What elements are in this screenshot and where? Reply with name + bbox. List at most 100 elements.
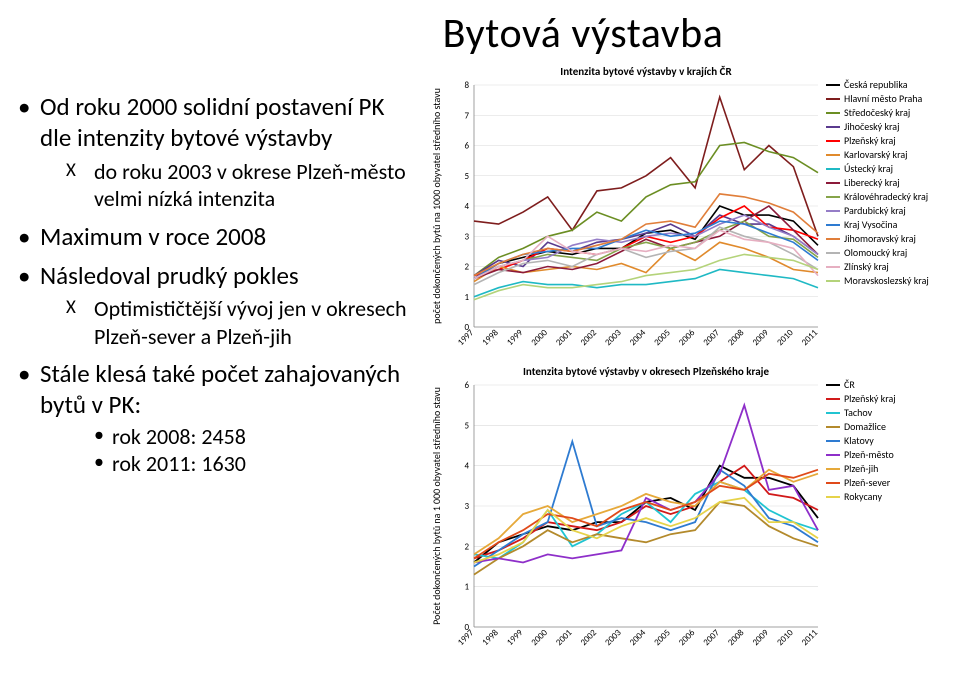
svg-text:2004: 2004 xyxy=(627,327,648,348)
legend-label: Jihomoravský kraj xyxy=(844,232,916,245)
legend-label: Ústecký kraj xyxy=(844,162,893,175)
svg-text:2010: 2010 xyxy=(775,627,796,648)
bullet: Maximum v roce 2008 xyxy=(14,221,418,252)
series-line xyxy=(474,221,818,279)
svg-text:2: 2 xyxy=(464,541,469,552)
legend-label: Hlavní město Praha xyxy=(844,92,923,105)
y-label: počet dokončených bytů na 1000 obyvatel … xyxy=(430,88,443,324)
charts-column: Intenzita bytové výstavby v krajích ČR01… xyxy=(426,63,946,663)
legend-label: Plzeň-jih xyxy=(844,462,878,475)
sub-bullet: rok 2011: 1630 xyxy=(40,450,418,478)
svg-text:2007: 2007 xyxy=(701,627,722,648)
svg-text:2005: 2005 xyxy=(652,627,673,648)
svg-text:3: 3 xyxy=(464,501,469,512)
svg-text:7: 7 xyxy=(464,110,469,121)
legend-label: Středočeský kraj xyxy=(844,106,910,119)
bullet: Od roku 2000 solidní postavení PK dle in… xyxy=(14,91,418,213)
bullet-column: Od roku 2000 solidní postavení PK dle in… xyxy=(14,63,418,663)
svg-text:2007: 2007 xyxy=(701,327,722,348)
svg-text:2003: 2003 xyxy=(603,627,624,648)
svg-text:2001: 2001 xyxy=(554,627,575,648)
legend-label: Kraj Vysočina xyxy=(844,218,898,231)
svg-text:1997: 1997 xyxy=(455,627,476,648)
svg-text:2: 2 xyxy=(464,262,469,273)
svg-text:2011: 2011 xyxy=(799,327,820,348)
legend-label: Klatovy xyxy=(844,434,874,447)
svg-text:1997: 1997 xyxy=(455,327,476,348)
legend: Česká republikaHlavní město PrahaStředoč… xyxy=(826,78,929,287)
svg-text:3: 3 xyxy=(464,231,469,242)
chart-bottom: Intenzita bytové výstavby v okresech Plz… xyxy=(426,363,946,663)
legend-label: Domažlice xyxy=(844,420,886,433)
svg-text:2008: 2008 xyxy=(726,627,747,648)
legend-label: Zlínský kraj xyxy=(844,260,889,273)
svg-text:1999: 1999 xyxy=(505,627,526,648)
legend-label: ČR xyxy=(844,378,855,391)
svg-text:2003: 2003 xyxy=(603,327,624,348)
bullet-text: do roku 2003 v okrese Plzeň-město velmi … xyxy=(94,158,406,213)
sub-bullet: rok 2008: 2458 xyxy=(40,423,418,451)
bullet-text: rok 2008: 2458 xyxy=(112,423,246,450)
x-axis: 1997199819992000200120022003200420052006… xyxy=(455,627,820,648)
svg-text:2000: 2000 xyxy=(529,327,550,348)
slide: Bytová výstavba Od roku 2000 solidní pos… xyxy=(0,0,960,685)
series-line xyxy=(474,254,818,299)
legend-label: Tachov xyxy=(844,406,873,419)
svg-text:6: 6 xyxy=(464,380,469,391)
svg-text:2006: 2006 xyxy=(677,627,698,648)
legend-label: Plzeň-sever xyxy=(844,476,891,489)
series-line xyxy=(474,270,818,297)
chart-title: Intenzita bytové výstavby v okresech Plz… xyxy=(523,365,769,378)
legend-label: Rokycany xyxy=(844,490,882,503)
svg-text:8: 8 xyxy=(464,80,469,91)
svg-text:1999: 1999 xyxy=(505,327,526,348)
x-axis: 1997199819992000200120022003200420052006… xyxy=(455,327,820,348)
svg-text:1: 1 xyxy=(464,292,469,303)
svg-text:6: 6 xyxy=(464,141,469,152)
bullet-text: Optimističtější vývoj jen v okresech Plz… xyxy=(94,295,407,350)
svg-text:5: 5 xyxy=(464,171,469,182)
svg-text:2008: 2008 xyxy=(726,327,747,348)
legend-label: Královéhradecký kraj xyxy=(844,190,928,203)
chart-title: Intenzita bytové výstavby v krajích ČR xyxy=(560,65,732,78)
svg-text:1998: 1998 xyxy=(480,627,501,648)
svg-text:4: 4 xyxy=(464,461,469,472)
bullet-text: Stále klesá také počet zahajovaných bytů… xyxy=(40,358,400,420)
svg-text:1: 1 xyxy=(464,582,469,593)
svg-text:2009: 2009 xyxy=(750,627,771,648)
svg-text:2005: 2005 xyxy=(652,327,673,348)
legend-label: Plzeň-město xyxy=(844,448,894,461)
y-label: Počet dokončených bytů na 1 000 obyvatel… xyxy=(430,387,443,625)
y-axis: 012345678 xyxy=(464,80,818,333)
sub-bullet: do roku 2003 v okrese Plzeň-město velmi … xyxy=(40,158,418,213)
svg-text:2002: 2002 xyxy=(578,327,599,348)
legend-label: Jihočeský kraj xyxy=(844,120,899,133)
legend-label: Plzeňský kraj xyxy=(844,134,896,147)
legend-label: Moravskoslezský kraj xyxy=(844,274,929,287)
svg-text:2010: 2010 xyxy=(775,327,796,348)
legend-label: Česká republika xyxy=(844,78,908,91)
svg-text:5: 5 xyxy=(464,420,469,431)
bullet: Následoval prudký pokles Optimističtější… xyxy=(14,260,418,350)
svg-text:2011: 2011 xyxy=(799,627,820,648)
svg-text:2000: 2000 xyxy=(529,627,550,648)
bullet-text: Od roku 2000 solidní postavení PK dle in… xyxy=(40,91,384,153)
svg-text:2004: 2004 xyxy=(627,627,648,648)
legend: ČRPlzeňský krajTachovDomažliceKlatovyPlz… xyxy=(826,378,896,503)
chart-top: Intenzita bytové výstavby v krajích ČR01… xyxy=(426,63,946,363)
svg-text:2002: 2002 xyxy=(578,627,599,648)
svg-text:4: 4 xyxy=(464,201,469,212)
legend-label: Liberecký kraj xyxy=(844,176,900,189)
bullet: Stále klesá také počet zahajovaných bytů… xyxy=(14,358,418,478)
svg-text:2006: 2006 xyxy=(677,327,698,348)
series-line xyxy=(474,442,818,567)
legend-label: Olomoucký kraj xyxy=(844,246,907,259)
svg-text:2001: 2001 xyxy=(554,327,575,348)
svg-text:2009: 2009 xyxy=(750,327,771,348)
svg-text:1998: 1998 xyxy=(480,327,501,348)
bullet-text: Následoval prudký pokles xyxy=(40,260,299,291)
bullet-text: rok 2011: 1630 xyxy=(112,450,246,477)
legend-label: Plzeňský kraj xyxy=(844,392,896,405)
legend-label: Karlovarský kraj xyxy=(844,148,908,161)
sub-bullet: Optimističtější vývoj jen v okresech Plz… xyxy=(40,295,418,350)
